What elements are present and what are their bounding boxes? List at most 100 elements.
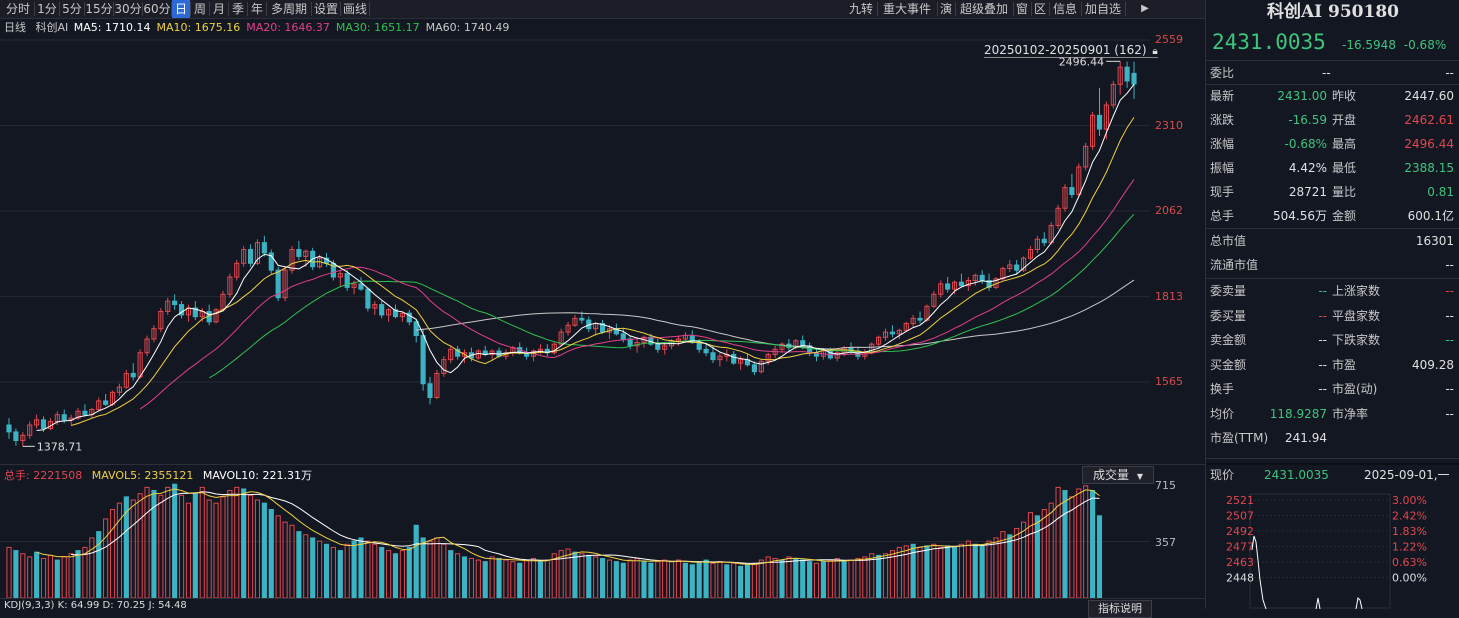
volume-bar [103,518,109,598]
quote-label: 委卖量 [1210,284,1247,298]
quote-row: 流通市值 -- [1210,253,1454,277]
quote-label: 换手 [1210,382,1235,396]
toolbar-tool-2[interactable]: 演 [939,2,952,16]
candle [834,352,840,359]
volume-bar [344,543,350,598]
period-tab-11[interactable]: 多周期 [270,2,307,16]
weibi-value-2: -- [1445,66,1454,80]
period-tab-6[interactable]: 日 [172,0,190,18]
period-tab-0[interactable]: 分时 [5,2,30,16]
volume-bar [951,546,958,598]
pane-divider-2 [0,598,1205,599]
toolbar-tool-3[interactable]: 超级叠加 [959,2,1008,16]
volume-chart[interactable] [0,482,1150,598]
quote-label: 市净率 [1332,406,1369,421]
panel-divider [1206,228,1459,229]
candle [282,269,288,299]
ma10-line [70,117,1135,426]
candle [551,343,557,354]
volume-bar [310,537,316,598]
volume-bar [544,559,550,598]
candle [40,419,47,429]
candle [475,350,481,359]
toolbar-tool-5[interactable]: 区 [1033,2,1046,16]
period-tab-4[interactable]: 30分 [114,2,142,16]
volume-bar [137,493,143,598]
volume-bar [634,557,640,598]
ma-item-1: MA10: 1675.16 [156,21,241,34]
volume-bar [358,537,364,598]
volume-bar [565,548,571,598]
volume-bar [765,556,771,598]
quote-value: 241.94 [1285,431,1327,445]
period-tab-1[interactable]: 1分 [37,2,57,16]
volume-bar [627,559,633,598]
quote-label: 涨幅 [1210,137,1235,151]
toolbar-tool-0[interactable]: 九转 [848,2,873,16]
ma-item-2: MA20: 1646.37 [246,21,330,34]
candlestick-chart[interactable]: 2496.44 1378.71 [0,36,1150,464]
range-text: 20250102-20250901 (162) [984,43,1147,57]
toolbar-tool-7[interactable]: 加自选 [1084,2,1121,16]
volume-bar [986,540,992,598]
mini-header: 现价 2431.0035 2025-09-01,一 [1210,463,1458,487]
period-tab-10[interactable]: 年 [250,2,263,16]
volume-bar [910,543,916,598]
volume-bar [738,565,744,598]
expand-icon[interactable]: ▶ [1141,3,1149,14]
total-value: 2221508 [33,469,83,482]
volume-bar [6,546,12,598]
candle [448,348,454,361]
volume-bar [696,561,702,598]
toolbar-tool-1[interactable]: 重大事件 [882,2,931,16]
volume-bar [351,540,357,598]
volume-indicator-select[interactable]: 成交量 ▼ [1082,466,1154,484]
candle [289,249,295,271]
toolbar-separator [311,2,312,16]
period-label: 日线 [4,21,26,34]
period-tab-3[interactable]: 15分 [85,2,113,16]
candle [1041,238,1047,244]
period-tab-13[interactable]: 画线 [342,2,367,16]
toolbar-tool-6[interactable]: 信息 [1052,2,1077,16]
intraday-mini-chart[interactable]: 2521 3.00% 2507 2.42% 2492 1.83% 2477 1.22% 2463… [1206,490,1459,609]
volume-tick: 357 [1155,535,1176,549]
period-tab-2[interactable]: 5分 [62,2,82,16]
volume-bar [972,543,978,598]
candle [61,414,67,421]
indicator-help-button[interactable]: 指标说明 [1088,600,1152,618]
volume-bar [848,559,854,598]
range-label[interactable]: 20250102-20250901 (162) 🔒︎ [984,43,1158,58]
candle [420,335,426,385]
volume-bar [958,543,965,598]
period-tab-7[interactable]: 周 [193,2,206,16]
volume-bar [896,546,902,598]
volume-bar [47,554,53,598]
quote-value: 16301 [1415,234,1454,248]
toolbar-separator [59,2,60,16]
candle [779,343,785,350]
volume-bar [82,546,88,598]
volume-bar [96,531,102,598]
candle [434,372,440,398]
period-tab-9[interactable]: 季 [231,2,244,16]
volume-bar [165,486,171,598]
volume-bar [772,557,778,598]
quote-price: 2431.0035 [1212,30,1326,54]
period-tab-5[interactable]: 60分 [143,2,171,16]
volume-bar [199,486,205,598]
period-tab-12[interactable]: 设置 [313,2,338,16]
toolbar-tool-4[interactable]: 窗 [1015,2,1028,16]
toolbar-separator [1049,2,1050,16]
pane-divider [0,464,1205,465]
volume-bar [1034,515,1040,598]
quote-row: 总市值 16301 [1210,229,1454,253]
price-tick: 2559 [1155,33,1183,46]
mavol5-value: 2355121 [144,469,194,482]
period-tab-8[interactable]: 月 [212,2,225,16]
volume-bar [800,559,806,598]
lock-icon[interactable]: 🔒︎ [1152,46,1158,57]
toolbar-separator [877,2,878,16]
panel-divider [1206,60,1459,61]
toolbar-separator [247,2,248,16]
